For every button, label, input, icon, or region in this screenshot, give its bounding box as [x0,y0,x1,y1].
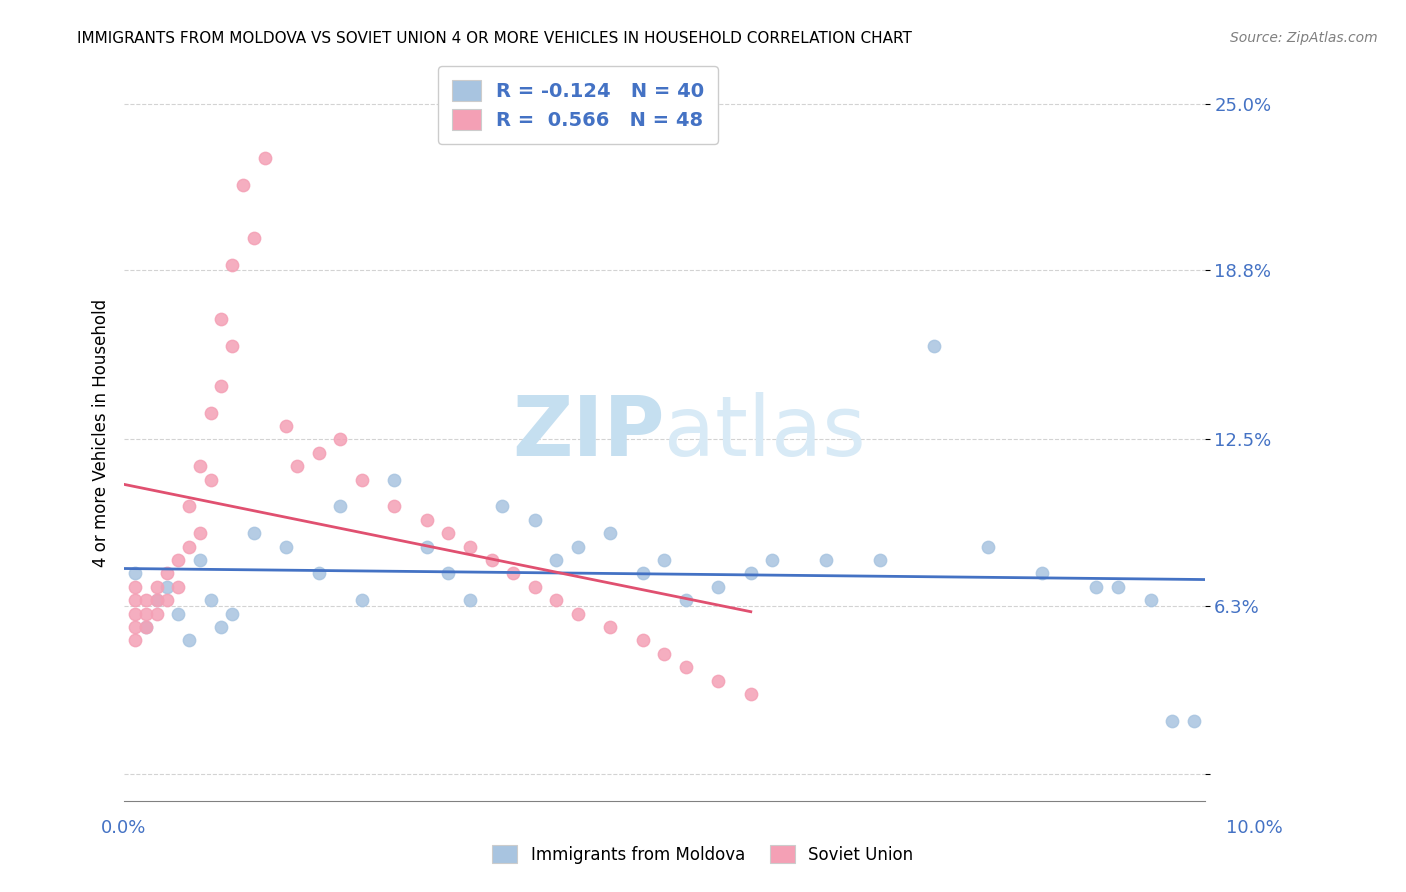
Point [135,593,157,607]
Point [1031,566,1053,581]
Point [567,540,589,554]
Point [253,151,276,165]
Point [243,231,266,245]
Point [502,566,524,581]
Point [124,620,146,634]
Point [188,553,211,567]
Point [350,473,373,487]
Point [924,338,946,352]
Point [285,459,308,474]
Text: 0.0%: 0.0% [101,819,146,837]
Text: Source: ZipAtlas.com: Source: ZipAtlas.com [1230,31,1378,45]
Point [1139,593,1161,607]
Point [145,607,167,621]
Point [415,540,437,554]
Point [707,673,730,688]
Point [437,526,460,541]
Point [654,553,676,567]
Legend: Immigrants from Moldova, Soviet Union: Immigrants from Moldova, Soviet Union [486,838,920,871]
Point [177,500,200,514]
Point [675,660,697,674]
Point [458,540,481,554]
Point [415,513,437,527]
Point [135,620,157,634]
Point [1107,580,1129,594]
Point [546,593,568,607]
Point [437,566,460,581]
Point [707,580,730,594]
Point [567,607,589,621]
Point [1085,580,1108,594]
Point [654,647,676,661]
Point [177,540,200,554]
Point [599,620,621,634]
Point [200,593,222,607]
Point [243,526,266,541]
Point [350,593,373,607]
Point [491,500,513,514]
Point [145,593,167,607]
Point [167,607,190,621]
Point [221,338,243,352]
Point [167,553,190,567]
Point [329,433,352,447]
Text: ZIP: ZIP [512,392,665,473]
Text: IMMIGRANTS FROM MOLDOVA VS SOVIET UNION 4 OR MORE VEHICLES IN HOUSEHOLD CORRELAT: IMMIGRANTS FROM MOLDOVA VS SOVIET UNION … [77,31,912,46]
Point [308,566,330,581]
Point [458,593,481,607]
Text: 10.0%: 10.0% [1226,819,1282,837]
Point [167,580,190,594]
Point [740,687,762,701]
Point [815,553,838,567]
Point [276,418,298,433]
Point [546,553,568,567]
Point [124,633,146,648]
Point [740,566,762,581]
Point [188,459,211,474]
Point [156,566,179,581]
Point [135,607,157,621]
Point [156,593,179,607]
Point [188,526,211,541]
Point [177,633,200,648]
Point [211,311,233,326]
Point [211,620,233,634]
Point [631,566,654,581]
Legend: R = -0.124   N = 40, R =  0.566   N = 48: R = -0.124 N = 40, R = 0.566 N = 48 [437,66,718,144]
Point [124,593,146,607]
Y-axis label: 4 or more Vehicles in Household: 4 or more Vehicles in Household [93,299,110,566]
Point [675,593,697,607]
Point [523,580,546,594]
Point [761,553,783,567]
Point [1182,714,1205,728]
Point [523,513,546,527]
Point [135,620,157,634]
Point [977,540,1000,554]
Point [481,553,503,567]
Point [124,580,146,594]
Point [329,500,352,514]
Point [200,473,222,487]
Point [200,405,222,419]
Point [869,553,891,567]
Point [221,258,243,272]
Point [145,580,167,594]
Point [124,607,146,621]
Point [382,473,405,487]
Text: atlas: atlas [665,392,866,473]
Point [599,526,621,541]
Point [382,500,405,514]
Point [631,633,654,648]
Point [124,566,146,581]
Point [308,446,330,460]
Point [211,378,233,392]
Point [221,607,243,621]
Point [1161,714,1184,728]
Point [156,580,179,594]
Point [276,540,298,554]
Point [145,593,167,607]
Point [232,178,254,192]
